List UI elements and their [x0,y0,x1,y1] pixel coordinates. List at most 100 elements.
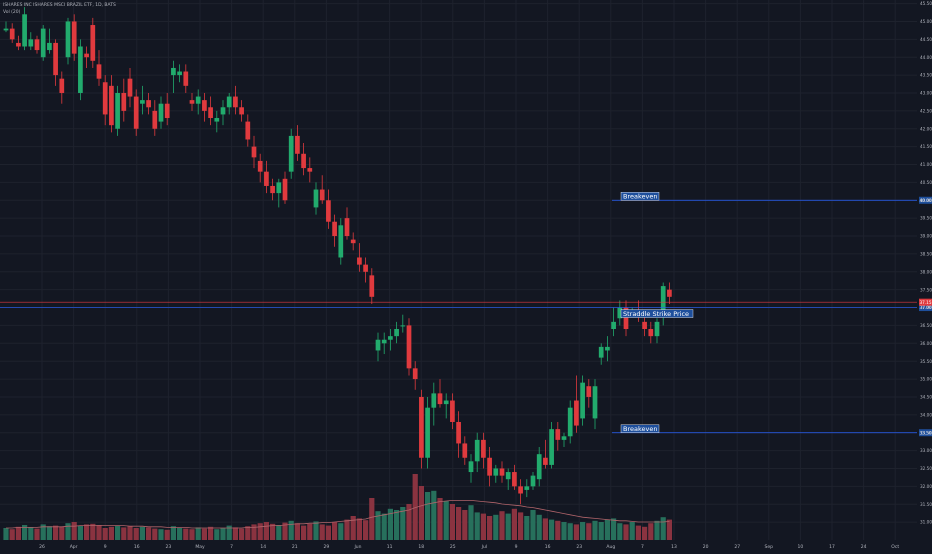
level-label-box [620,424,660,433]
volume-bar [579,522,586,540]
candle-body [202,100,207,111]
volume-bar [530,510,536,540]
volume-bar [238,528,245,540]
x-tick-label: 18 [418,544,424,550]
candle-body [171,67,176,76]
volume-bar [288,520,294,540]
candle-body [431,393,437,408]
volume-bar [493,514,499,540]
volume-bar [486,516,493,540]
volume-bar [474,512,480,540]
volume-bar [406,504,412,540]
volume-bar [610,518,617,540]
volume-bar [276,525,282,540]
candle-body [96,64,102,79]
volume-bar [623,524,629,540]
candle-body [59,78,65,93]
candle-body [208,107,213,119]
axis-level-badge [919,429,932,437]
volume-bar [170,526,177,540]
candle-body [177,71,182,76]
candle-body [623,307,629,330]
volume-bar [176,528,183,540]
volume-bar [245,526,251,540]
y-tick-label: 35.50 [920,359,932,364]
candle-body [257,160,263,172]
volume-bar [592,520,598,540]
x-tick-label: Apr [70,544,78,550]
volume-bar [635,525,642,540]
candle-body [586,386,592,397]
candle-body [3,28,9,31]
volume-bar [83,524,90,540]
candle-body [313,189,319,208]
candle-body [388,336,393,340]
candle-body [65,21,71,58]
volume-bar [586,523,592,540]
candle-body [375,339,381,351]
candle-body [543,457,548,465]
candle-body [667,289,672,297]
y-tick-label: 37.00 [920,305,932,310]
y-tick-label: 36.00 [920,341,932,346]
volume-legend: Vol (20) [3,10,21,15]
volume-bar [189,529,195,540]
candle-body [332,221,337,237]
y-tick-label: 37.50 [920,287,932,292]
volume-bar [40,524,46,540]
volume-bar [71,522,77,540]
candle-body [301,153,306,169]
volume-bar [152,528,158,540]
y-tick-label: 42.00 [920,126,932,131]
candle-body [493,468,499,476]
candle-body [549,429,554,465]
candle-body [481,439,486,458]
volume-bar [59,526,65,540]
volume-bar [641,526,648,540]
volume-bar [536,514,542,540]
volume-bar [555,520,561,540]
volume-bar [449,504,456,540]
y-tick-label: 31.00 [920,520,932,525]
candle-body [270,185,275,194]
x-tick-label: Oct [891,544,899,550]
candle-body [363,264,368,272]
volume-bar [133,528,139,540]
candle-body [34,39,40,51]
candle-body [307,168,313,172]
volume-bar [226,525,232,540]
chart-title: ISHARES INC ISHARES MSCI BRAZIL ETF, 1D,… [3,3,116,8]
volume-bar [251,524,257,540]
volume-bar [604,519,611,540]
candle-body [499,468,505,476]
x-tick-label: 16 [545,544,551,550]
x-tick-label: 7 [641,544,644,550]
candle-body [90,25,96,61]
axis-level-value: 33.50 [920,430,932,435]
candle-body [102,82,108,115]
candle-body [580,382,585,419]
candle-body [121,92,127,111]
candle-body [319,189,325,201]
x-tick-label: 29 [324,544,330,550]
x-tick-label: 14 [260,544,266,550]
candle-body [605,346,610,351]
y-tick-label: 32.00 [920,484,932,489]
volume-bar [387,508,394,540]
candle-body [251,146,257,158]
volume-bar [331,522,338,540]
y-tick-label: 43.00 [920,91,932,96]
volume-bar [300,525,307,540]
volume-bar [548,519,555,540]
volume-bar [480,513,487,540]
volume-bar [424,492,431,540]
volume-bar [207,526,214,540]
y-tick-label: 39.00 [920,234,932,239]
volume-bar [282,522,288,540]
volume-bar [145,527,152,540]
candle-body [295,135,300,154]
candle-body [214,118,220,122]
volume-bar [52,525,59,540]
